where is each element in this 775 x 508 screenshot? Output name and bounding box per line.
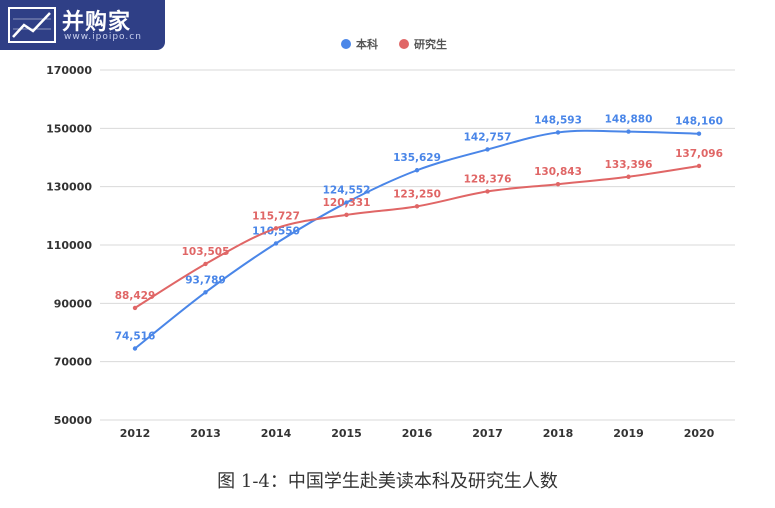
data-point [273, 241, 279, 246]
data-label: 128,376 [464, 173, 512, 185]
x-tick-label: 2016 [402, 427, 433, 440]
data-point [414, 168, 420, 173]
data-label: 142,757 [464, 131, 512, 143]
data-point [485, 189, 490, 194]
data-point [414, 204, 420, 209]
y-tick-label: 50000 [54, 414, 93, 427]
data-point [273, 226, 279, 231]
data-label: 103,505 [182, 246, 230, 258]
site-logo: 并购家 www.ipoipo.cn [0, 0, 165, 50]
x-tick-label: 2018 [543, 427, 574, 440]
x-tick-label: 2017 [472, 427, 503, 440]
data-label: 148,160 [675, 116, 723, 128]
data-label: 120,331 [323, 197, 371, 209]
data-point [696, 131, 702, 136]
logo-url-text: www.ipoipo.cn [64, 32, 142, 42]
x-tick-label: 2014 [261, 427, 292, 440]
data-point [696, 163, 702, 169]
data-point [203, 290, 208, 295]
data-label: 74,516 [115, 330, 156, 342]
data-point [132, 305, 138, 311]
data-label: 115,727 [252, 210, 300, 222]
data-point [485, 147, 490, 152]
x-tick-label: 2019 [613, 427, 644, 440]
data-point [203, 261, 208, 267]
data-label: 133,396 [605, 159, 653, 171]
y-tick-label: 150000 [46, 122, 92, 135]
data-label: 123,250 [393, 188, 441, 200]
x-tick-label: 2013 [190, 427, 221, 440]
data-label: 135,629 [393, 152, 441, 164]
data-label: 148,880 [605, 114, 653, 126]
data-point [555, 130, 561, 135]
data-point [344, 200, 349, 205]
logo-brand-text: 并购家 [62, 10, 132, 35]
data-label: 110,550 [252, 225, 300, 237]
legend-label: 本科 [356, 37, 378, 51]
y-tick-label: 90000 [54, 297, 93, 310]
data-point [626, 129, 631, 134]
series-line-2 [134, 164, 700, 309]
x-tick-label: 2020 [684, 427, 715, 440]
y-tick-label: 110000 [46, 239, 92, 252]
legend-marker [399, 39, 409, 49]
data-label: 124,552 [323, 185, 371, 197]
data-point [626, 174, 631, 179]
data-label: 88,429 [115, 290, 156, 302]
legend-marker [341, 39, 351, 49]
data-point [344, 212, 349, 218]
data-label: 137,096 [675, 148, 723, 160]
data-label: 130,843 [534, 166, 582, 178]
y-tick-label: 70000 [54, 356, 93, 369]
x-tick-label: 2015 [331, 427, 362, 440]
y-tick-label: 130000 [46, 181, 92, 194]
y-tick-label: 170000 [46, 64, 92, 77]
data-label: 148,593 [534, 114, 582, 126]
data-point [555, 182, 561, 187]
x-tick-label: 2012 [120, 427, 151, 440]
legend-label: 研究生 [414, 37, 447, 51]
series-line-1 [134, 129, 700, 350]
line-chart: 50000 70000 90000 110000 130000 150000 170000 2… [46, 37, 735, 440]
chart-logo-icon [8, 7, 56, 43]
figure-caption: 图 1-4：中国学生赴美读本科及研究生人数 [217, 471, 558, 492]
data-label: 93,789 [185, 274, 226, 286]
data-point [132, 346, 138, 351]
